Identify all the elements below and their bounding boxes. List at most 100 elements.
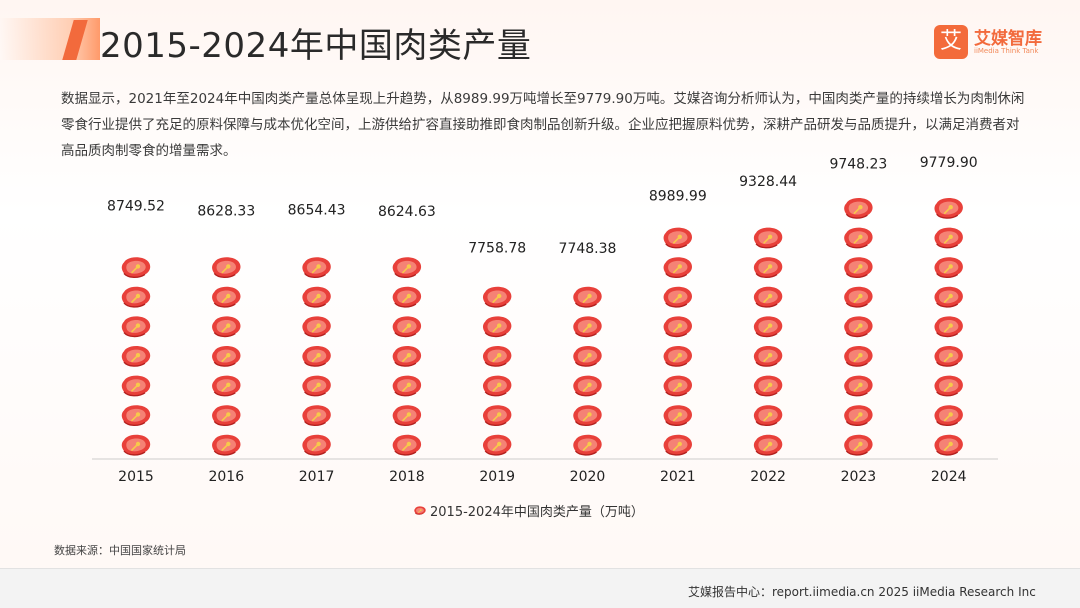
meat-icon-partial: [211, 231, 242, 249]
data-label-2024: 9779.90: [920, 155, 978, 171]
logo-name: 艾媒智库: [974, 29, 1042, 49]
meat-icon: [572, 434, 603, 456]
meat-icon: [482, 434, 513, 456]
x-tick-2024: 2024: [931, 469, 967, 485]
meat-icon-partial: [391, 231, 422, 249]
meat-icon: [662, 226, 693, 249]
meat-icon-partial: [121, 227, 151, 249]
data-label-2022: 9328.44: [739, 174, 797, 190]
meat-icon: [572, 374, 603, 397]
x-tick-2017: 2017: [299, 469, 335, 485]
logo-subtitle: iiMedia Think Tank: [974, 47, 1039, 55]
bar-2024: [933, 180, 964, 456]
meat-icon: [933, 256, 964, 279]
meat-icon: [843, 226, 874, 249]
x-tick-2022: 2022: [750, 469, 786, 485]
data-label-2019: 7758.78: [468, 241, 526, 257]
meat-icon-partial: [753, 202, 784, 219]
brand-logo: 艾 艾媒智库 iiMedia Think Tank: [934, 22, 1074, 62]
meat-icon: [391, 286, 422, 308]
meat-icon: [391, 374, 422, 397]
meat-icon: [121, 286, 151, 308]
meat-icon: [662, 315, 693, 338]
meat-icon: [753, 345, 784, 367]
meat-icon: [572, 345, 603, 367]
meat-icon: [211, 345, 242, 367]
meat-icon-partial: [933, 180, 964, 190]
data-source: 数据来源：中国国家统计局: [54, 544, 186, 557]
meat-icon: [482, 315, 513, 338]
meat-icon: [753, 256, 784, 279]
meat-icon: [753, 226, 784, 249]
x-tick-2016: 2016: [208, 469, 244, 485]
meat-icon: [843, 256, 874, 279]
meat-icon: [301, 345, 332, 367]
meat-icon: [572, 404, 603, 427]
meat-icon: [933, 345, 964, 367]
meat-icon: [753, 315, 784, 338]
x-tick-2019: 2019: [479, 469, 515, 485]
meat-icon: [753, 286, 784, 308]
meat-icon: [391, 315, 422, 338]
meat-icon: [662, 434, 693, 456]
meat-icon-partial: [301, 230, 332, 249]
meat-icon: [391, 345, 422, 367]
meat-icon: [121, 345, 151, 367]
meat-icon: [572, 315, 603, 338]
bar-2021: [662, 212, 693, 456]
meat-icon: [662, 404, 693, 427]
meat-icon: [211, 374, 242, 397]
x-tick-2020: 2020: [570, 469, 606, 485]
meat-icon: [843, 315, 874, 338]
meat-icon: [482, 345, 513, 367]
bar-2019: [482, 266, 513, 456]
meat-icon: [121, 315, 151, 338]
meat-icon: [211, 315, 242, 338]
meat-icon: [933, 197, 964, 219]
meat-icon: [843, 434, 874, 456]
meat-icon: [662, 374, 693, 397]
meat-icon: [482, 404, 513, 427]
data-label-2020: 7748.38: [559, 241, 617, 257]
data-label-2016: 8628.33: [197, 204, 255, 220]
meat-icon: [843, 197, 874, 219]
meat-icon: [572, 286, 603, 308]
meat-icon: [662, 286, 693, 308]
chart-legend: 2015-2024年中国肉类产量（万吨）: [414, 505, 644, 520]
meat-icon: [391, 434, 422, 456]
meat-icon: [211, 404, 242, 427]
data-label-2018: 8624.63: [378, 204, 436, 220]
data-label-2021: 8989.99: [649, 188, 707, 204]
meat-icon: [753, 374, 784, 397]
x-tick-2015: 2015: [118, 469, 154, 485]
footer-band: [0, 568, 1080, 608]
meat-icon: [482, 374, 513, 397]
bar-2018: [391, 231, 422, 456]
bar-2017: [301, 230, 332, 456]
meat-icon: [391, 256, 422, 279]
meat-icon: [301, 256, 332, 279]
meat-icon: [301, 315, 332, 338]
description-text: 数据显示，2021年至2024年中国肉类产量总体呈现上升趋势，从8989.99万…: [61, 91, 1025, 159]
meat-icon: [662, 345, 693, 367]
meat-icon-partial: [482, 266, 513, 279]
meat-icon: [843, 374, 874, 397]
page-title: 2015-2024年中国肉类产量: [100, 26, 532, 66]
meat-icon: [121, 256, 151, 279]
meat-icon: [301, 286, 332, 308]
meat-icon: [391, 404, 422, 427]
x-tick-2023: 2023: [841, 469, 877, 485]
meat-icon: [843, 286, 874, 308]
meat-icon: [753, 434, 784, 456]
bar-2016: [211, 231, 242, 456]
meat-icon: [121, 434, 151, 456]
data-label-2017: 8654.43: [288, 203, 346, 219]
bar-2020: [572, 266, 603, 456]
meat-icon: [211, 256, 242, 279]
meat-icon: [211, 286, 242, 308]
meat-icon-partial: [572, 266, 603, 279]
meat-icon: [933, 404, 964, 427]
data-label-2023: 9748.23: [829, 156, 887, 172]
data-label-2015: 8749.52: [107, 199, 165, 215]
bar-2022: [753, 202, 784, 456]
